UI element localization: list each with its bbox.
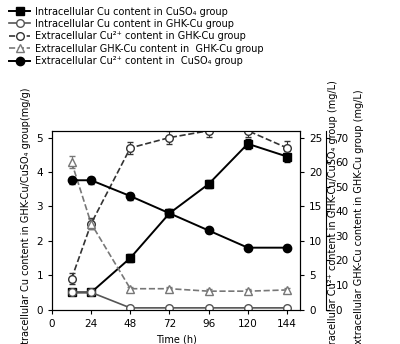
Legend: Intracellular Cu content in CuSO₄ group, Intracellular Cu content in GHK-Cu grou: Intracellular Cu content in CuSO₄ group,… — [9, 7, 264, 66]
Y-axis label: Extracellular Cu²⁺ content in GHK-Cu/CuSO₄ group (mg/L): Extracellular Cu²⁺ content in GHK-Cu/CuS… — [328, 80, 338, 344]
Y-axis label: Intracellular Cu content in GHK-Cu/CuSO₄ group(mg/g): Intracellular Cu content in GHK-Cu/CuSO₄… — [21, 87, 31, 344]
Y-axis label: Extracellular GHK-Cu content in GHK-Cu group (mg/L): Extracellular GHK-Cu content in GHK-Cu g… — [354, 90, 364, 344]
X-axis label: Time (h): Time (h) — [156, 334, 196, 344]
